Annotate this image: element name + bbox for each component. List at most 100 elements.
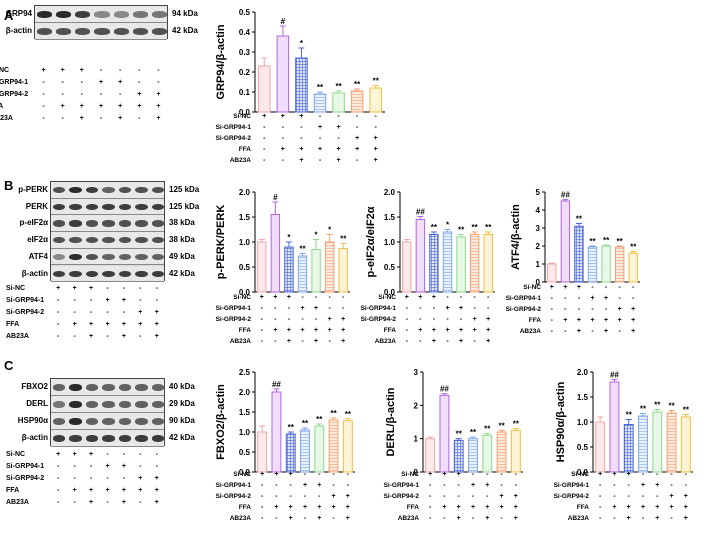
treatment-sign: + bbox=[641, 504, 645, 511]
treatment-sign: - bbox=[106, 475, 109, 482]
treatment-sign: + bbox=[641, 482, 645, 489]
treatment-label: AB23A bbox=[6, 333, 29, 340]
treatment-sign: - bbox=[99, 91, 103, 98]
y-axis-label: p-PERK/PERK bbox=[215, 205, 227, 280]
treatment-sign: - bbox=[282, 124, 285, 131]
treatment-sign: + bbox=[138, 475, 143, 482]
blot-band bbox=[135, 253, 148, 261]
treatment-sign: + bbox=[627, 504, 631, 511]
treatment-sign: + bbox=[374, 146, 378, 153]
significance-label: ** bbox=[302, 419, 309, 428]
treatment-sign: + bbox=[604, 328, 608, 335]
blot-row bbox=[51, 232, 164, 249]
y-tick-label: 2.0 bbox=[239, 388, 251, 397]
treatment-label: Si-GRP94-2 bbox=[361, 316, 397, 323]
treatment-sign: - bbox=[347, 482, 350, 489]
significance-label: ## bbox=[561, 191, 570, 200]
blot-band bbox=[118, 270, 132, 277]
treatment-sign: - bbox=[282, 135, 285, 142]
blot-band bbox=[102, 270, 115, 277]
significance-label: # bbox=[273, 193, 278, 202]
treatment-sign: - bbox=[356, 157, 359, 164]
treatment-sign: + bbox=[60, 67, 65, 74]
treatment-label: FFA bbox=[239, 146, 252, 153]
treatment-sign: - bbox=[138, 115, 141, 122]
y-axis-label: p-eIF2α/eIF2α bbox=[365, 206, 377, 277]
y-tick-label: 0.5 bbox=[577, 443, 589, 452]
treatment-sign: - bbox=[73, 475, 76, 482]
significance-label: ** bbox=[589, 237, 596, 246]
treatment-sign: - bbox=[57, 499, 60, 506]
treatment-sign: + bbox=[317, 482, 321, 489]
treatment-label: Si-GRP94-2 bbox=[216, 493, 252, 500]
treatment-sign: - bbox=[157, 79, 160, 86]
y-tick-label: 3 bbox=[536, 224, 541, 233]
blot-band bbox=[69, 187, 82, 194]
treatment-sign: - bbox=[443, 515, 446, 522]
blot-protein-label: HSP90α bbox=[17, 416, 48, 425]
treatment-sign: + bbox=[514, 504, 518, 511]
treatment-sign: - bbox=[356, 113, 359, 120]
treatment-label: Si-GRP94-1 bbox=[554, 482, 590, 489]
blot-band bbox=[53, 253, 66, 261]
treatment-sign: - bbox=[642, 515, 645, 522]
treatment-sign: - bbox=[319, 157, 322, 164]
significance-label: * bbox=[300, 39, 304, 48]
blot-protein-label: PERK bbox=[25, 201, 48, 211]
significance-label: ** bbox=[513, 420, 520, 429]
y-tick-label: 0.0 bbox=[239, 288, 251, 297]
treatment-sign: + bbox=[289, 504, 293, 511]
y-tick-label: 0.0 bbox=[577, 468, 589, 477]
blot-band bbox=[118, 384, 132, 391]
treatment-sign: - bbox=[375, 113, 378, 120]
treatment-label: Si-GRP94-1 bbox=[216, 124, 252, 131]
treatment-sign: - bbox=[473, 338, 476, 345]
bar bbox=[623, 424, 634, 473]
blot-band bbox=[85, 401, 99, 408]
treatment-sign: - bbox=[578, 306, 581, 313]
bar bbox=[442, 231, 453, 293]
blot-band bbox=[132, 11, 148, 18]
blot-kda-label: 29 kDa bbox=[169, 399, 195, 408]
treatment-sign: + bbox=[318, 124, 322, 131]
blot-band bbox=[118, 187, 132, 194]
significance-label: ** bbox=[617, 237, 624, 246]
bar bbox=[284, 246, 294, 293]
y-axis-label: HSP90α/β-actin bbox=[555, 381, 567, 462]
treatment-sign: - bbox=[300, 135, 303, 142]
treatment-sign: + bbox=[79, 115, 84, 122]
fbxo2-bar-chart: 0.0 0.5 1.0 1.5 2.0 2.5 FBXO2/β-actin ## ** ** ** *… bbox=[215, 368, 355, 522]
treatment-sign: - bbox=[551, 317, 554, 324]
treatment-sign: + bbox=[445, 327, 449, 334]
treatment-sign: + bbox=[118, 115, 123, 122]
treatment-sign: - bbox=[290, 493, 293, 500]
blot-row bbox=[51, 248, 164, 266]
blot-band bbox=[151, 270, 164, 277]
treatment-sign: + bbox=[355, 146, 359, 153]
treatment-sign: - bbox=[61, 91, 64, 98]
treatment-sign: - bbox=[288, 316, 291, 323]
treatment-sign: + bbox=[355, 135, 359, 142]
treatment-label: AB23A bbox=[230, 515, 252, 522]
blot-band bbox=[102, 418, 115, 425]
treatment-sign: + bbox=[418, 294, 422, 301]
treatment-sign: + bbox=[432, 338, 436, 345]
treatment-sign: - bbox=[591, 328, 594, 335]
treatment-sign: - bbox=[318, 471, 321, 478]
treatment-sign: - bbox=[139, 285, 142, 292]
blot-kda-label: 38 kDa bbox=[169, 235, 195, 245]
bar bbox=[257, 431, 268, 473]
treatment-sign: - bbox=[642, 471, 645, 478]
treatment-sign: + bbox=[432, 327, 436, 334]
treatment-sign: - bbox=[599, 482, 602, 489]
treatment-sign: - bbox=[599, 504, 602, 511]
treatment-sign: - bbox=[122, 451, 126, 458]
blot-band bbox=[135, 270, 148, 277]
derl-bar-chart: 0 1 2 3 DERL/β-actin ## ** ** ** ** ** Si-NC + + + - - - -… bbox=[384, 368, 523, 522]
significance-label: ** bbox=[431, 223, 438, 232]
y-tick-label: 1 bbox=[536, 260, 541, 269]
treatment-sign: + bbox=[405, 294, 409, 301]
significance-label: * bbox=[328, 226, 332, 235]
treatment-label: Si-GRP94-1 bbox=[506, 295, 542, 302]
blot-protein-label: eIF2α bbox=[27, 235, 48, 245]
